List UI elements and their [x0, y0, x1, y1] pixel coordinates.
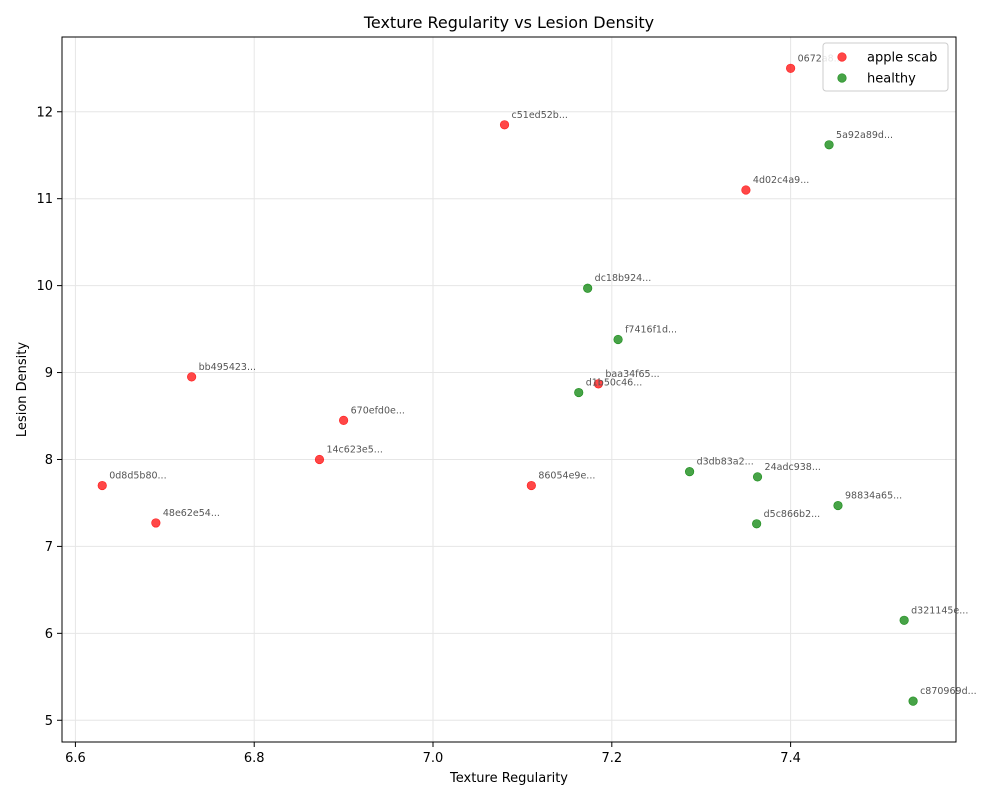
y-tick-label: 8: [45, 453, 53, 468]
point-labels: 0672a8... c51ed52b... 4d02c4a9... bb495423.…: [109, 53, 976, 697]
point-label: d321145e...: [911, 605, 968, 616]
point-label: bb495423...: [199, 362, 256, 373]
data-point: [593, 379, 604, 389]
x-axis-label: Texture Regularity: [449, 771, 568, 786]
grid: [62, 37, 956, 742]
x-tick-label: 7.0: [423, 751, 444, 766]
data-point: [899, 615, 909, 625]
data-points: [97, 63, 918, 706]
legend: apple scab healthy: [822, 42, 949, 92]
x-tick-label: 7.4: [780, 751, 801, 766]
point-label: 5a92a89d...: [836, 130, 893, 141]
point-label: c51ed52b...: [512, 110, 568, 121]
data-point: [526, 480, 536, 491]
point-label: c870969d...: [920, 686, 977, 697]
y-tick-label: 6: [45, 627, 53, 642]
point-label: d5c866b2...: [764, 509, 821, 520]
data-point: [833, 500, 843, 511]
data-point: [339, 415, 349, 425]
y-tick-label: 12: [36, 105, 53, 120]
y-tick-label: 7: [45, 540, 53, 555]
point-label: 98834a65...: [845, 491, 902, 502]
point-label: f7416f1d...: [625, 325, 677, 336]
data-point: [151, 518, 161, 528]
point-label: 0d8d5b80...: [109, 471, 166, 482]
data-point: [752, 472, 763, 482]
point-label: 4d02c4a9...: [753, 175, 809, 186]
x-tick-label: 6.8: [244, 751, 265, 766]
data-point: [741, 185, 751, 195]
point-label: baa34f65...: [605, 369, 659, 380]
data-point: [499, 120, 510, 130]
legend-marker: [837, 73, 847, 83]
point-label: 86054e9e...: [538, 471, 595, 482]
point-label: d3db83a2...: [697, 457, 754, 468]
point-label: 0672a8...: [798, 53, 843, 64]
y-tick-label: 11: [36, 192, 53, 207]
data-point: [613, 334, 623, 345]
x-tick-label: 6.6: [65, 751, 86, 766]
point-label: d1b50c46...: [586, 378, 643, 389]
data-point: [583, 283, 593, 293]
data-point: [752, 519, 762, 529]
point-label: 48e62e54...: [163, 508, 220, 519]
legend-label: apple scab: [867, 51, 937, 66]
chart-title: Texture Regularity vs Lesion Density: [363, 13, 654, 32]
data-point: [187, 372, 197, 382]
legend-label: healthy: [867, 72, 916, 87]
point-label: dc18b924...: [595, 273, 652, 284]
y-tick-label: 5: [45, 714, 53, 729]
y-tick-label: 9: [45, 366, 53, 381]
data-point: [97, 480, 107, 491]
legend-box: [822, 42, 949, 92]
legend-marker: [837, 52, 847, 62]
data-point: [908, 696, 918, 706]
x-tick-label: 7.2: [601, 751, 622, 766]
data-point: [314, 454, 325, 465]
data-point: [574, 387, 584, 398]
point-label: 24adc938...: [765, 462, 821, 473]
data-point: [786, 63, 796, 73]
y-axis-label: Lesion Density: [15, 342, 30, 437]
data-point: [684, 467, 695, 477]
axis-ticks: 6.6 6.8 7.0 7.2 7.4 5 6 7 8 9 10 11 12: [36, 105, 801, 766]
data-point: [824, 140, 834, 150]
plot-frame: [61, 36, 957, 743]
point-label: 670efd0e...: [351, 405, 405, 416]
point-label: 14c623e5...: [326, 444, 382, 455]
y-tick-label: 10: [36, 279, 53, 294]
